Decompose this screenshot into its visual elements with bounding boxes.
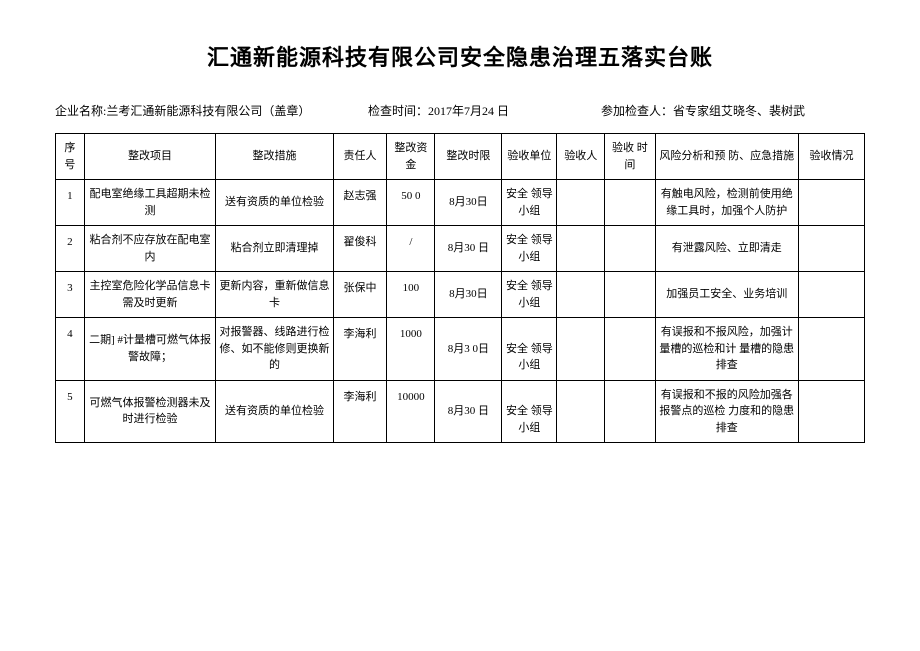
table-row: 1配电室绝缘工具超期未检测送有资质的单位检验赵志强50 08月30日安全 领导 …: [56, 180, 865, 226]
cell-person: 李海利: [333, 318, 387, 381]
cell-idx: 1: [56, 180, 85, 226]
col-person: 责任人: [333, 134, 387, 180]
cell-acceptor: [557, 272, 605, 318]
cell-status: [799, 226, 865, 272]
cell-unit: 安全 领导 小组: [502, 272, 557, 318]
table-row: 2粘合剂不应存放在配电室内粘合剂立即清理掉翟俊科/8月30 日安全 领导 小组 有…: [56, 226, 865, 272]
table-row: 5可燃气体报警检测器未及时进行检验送有资质的单位检验李海利100008月30 日…: [56, 380, 865, 443]
cell-acceptor: [557, 180, 605, 226]
inspectors-segment: 参加检查人：省专家组艾晓冬、裴树武: [601, 102, 805, 121]
cell-acc-time: [605, 318, 655, 381]
cell-fund: 100: [387, 272, 435, 318]
cell-status: [799, 318, 865, 381]
cell-project: 配电室绝缘工具超期未检测: [84, 180, 216, 226]
cell-acc-time: [605, 272, 655, 318]
cell-deadline: 8月30 日: [435, 226, 502, 272]
cell-measure: 送有资质的单位检验: [216, 180, 333, 226]
cell-person: 张保中: [333, 272, 387, 318]
table-header-row: 序号 整改项目 整改措施 责任人 整改资金 整改时限 验收单位 验收人 验收 时…: [56, 134, 865, 180]
cell-status: [799, 380, 865, 443]
cell-risk: 有触电风险，检测前使用绝缘工具时，加强个人防护: [655, 180, 799, 226]
table-row: 4二期] #计量槽可燃气体报警故障；对报警器、线路进行检修、如不能修则更换新的李…: [56, 318, 865, 381]
col-idx: 序号: [56, 134, 85, 180]
page-title: 汇通新能源科技有限公司安全隐患治理五落实台账: [55, 40, 865, 72]
cell-person: 李海利: [333, 380, 387, 443]
inspectors-label: 参加检查人：: [601, 104, 673, 118]
col-project: 整改项目: [84, 134, 216, 180]
cell-status: [799, 272, 865, 318]
cell-unit: 安全 领导 小组: [502, 180, 557, 226]
cell-project: 二期] #计量槽可燃气体报警故障；: [84, 318, 216, 381]
cell-deadline: 8月3 0日: [435, 318, 502, 381]
company-label: 企业名称:: [55, 104, 106, 118]
cell-unit: 安全 领导 小组: [502, 318, 557, 381]
cell-acc-time: [605, 226, 655, 272]
cell-acceptor: [557, 380, 605, 443]
col-measure: 整改措施: [216, 134, 333, 180]
cell-deadline: 8月30日: [435, 180, 502, 226]
col-acc-time: 验收 时间: [605, 134, 655, 180]
cell-project: 可燃气体报警检测器未及时进行检验: [84, 380, 216, 443]
inspect-time-segment: 检查时间：2017年7月24 日: [368, 102, 598, 121]
col-fund: 整改资金: [387, 134, 435, 180]
cell-acc-time: [605, 380, 655, 443]
cell-person: 翟俊科: [333, 226, 387, 272]
cell-idx: 2: [56, 226, 85, 272]
cell-person: 赵志强: [333, 180, 387, 226]
cell-acc-time: [605, 180, 655, 226]
cell-unit: 安全 领导 小组: [502, 380, 557, 443]
company-segment: 企业名称:兰考汇通新能源科技有限公司（盖章）: [55, 102, 365, 121]
cell-risk: 有误报和不报的风险加强各报警点的巡检 力度和的隐患排查: [655, 380, 799, 443]
cell-acceptor: [557, 226, 605, 272]
table-row: 3主控室危险化学品信息卡需及时更新更新内容，重新做信息卡张保中1008月30日安…: [56, 272, 865, 318]
cell-idx: 4: [56, 318, 85, 381]
col-acceptor: 验收人: [557, 134, 605, 180]
meta-row: 企业名称:兰考汇通新能源科技有限公司（盖章） 检查时间：2017年7月24 日 …: [55, 102, 865, 121]
col-status: 验收情况: [799, 134, 865, 180]
cell-fund: /: [387, 226, 435, 272]
cell-risk: 加强员工安全、业务培训: [655, 272, 799, 318]
inspectors-value: 省专家组艾晓冬、裴树武: [673, 104, 805, 118]
table-body: 1配电室绝缘工具超期未检测送有资质的单位检验赵志强50 08月30日安全 领导 …: [56, 180, 865, 443]
col-unit: 验收单位: [502, 134, 557, 180]
cell-idx: 5: [56, 380, 85, 443]
cell-unit: 安全 领导 小组: [502, 226, 557, 272]
cell-measure: 对报警器、线路进行检修、如不能修则更换新的: [216, 318, 333, 381]
cell-deadline: 8月30 日: [435, 380, 502, 443]
inspect-time-label: 检查时间：: [368, 104, 428, 118]
cell-measure: 粘合剂立即清理掉: [216, 226, 333, 272]
cell-deadline: 8月30日: [435, 272, 502, 318]
cell-measure: 更新内容，重新做信息卡: [216, 272, 333, 318]
cell-fund: 1000: [387, 318, 435, 381]
cell-status: [799, 180, 865, 226]
col-risk: 风险分析和预 防、应急措施: [655, 134, 799, 180]
cell-fund: 10000: [387, 380, 435, 443]
cell-measure: 送有资质的单位检验: [216, 380, 333, 443]
cell-risk: 有误报和不报风险，加强计量槽的巡检和计 量槽的隐患排查: [655, 318, 799, 381]
cell-project: 粘合剂不应存放在配电室内: [84, 226, 216, 272]
cell-acceptor: [557, 318, 605, 381]
col-deadline: 整改时限: [435, 134, 502, 180]
ledger-table: 序号 整改项目 整改措施 责任人 整改资金 整改时限 验收单位 验收人 验收 时…: [55, 133, 865, 443]
inspect-time-value: 2017年7月24 日: [428, 104, 509, 118]
cell-fund: 50 0: [387, 180, 435, 226]
cell-project: 主控室危险化学品信息卡需及时更新: [84, 272, 216, 318]
company-value: 兰考汇通新能源科技有限公司（盖章）: [106, 104, 310, 118]
cell-idx: 3: [56, 272, 85, 318]
cell-risk: 有泄露风险、立即清走: [655, 226, 799, 272]
